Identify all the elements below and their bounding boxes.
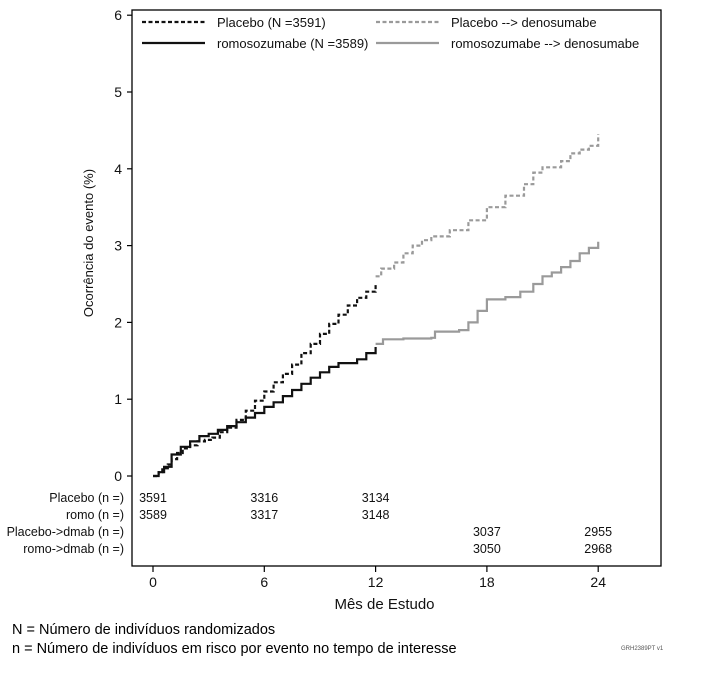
at-risk-value: 3591 <box>139 491 167 505</box>
at-risk-value: 3037 <box>473 525 501 539</box>
y-tick-label: 1 <box>114 391 122 407</box>
at-risk-value: 3316 <box>250 491 278 505</box>
at-risk-value: 3317 <box>250 508 278 522</box>
legend-label: romosozumabe (N =3589) <box>217 36 368 51</box>
at-risk-value: 3589 <box>139 508 167 522</box>
at-risk-value: 3148 <box>362 508 390 522</box>
y-tick-label: 3 <box>114 238 122 254</box>
figure-code: GRH2389PT v1 <box>621 646 664 652</box>
footnote-n-at-risk: n = Número de indivíduos em risco por ev… <box>12 641 457 657</box>
at-risk-row-label: Placebo->dmab (n =) <box>7 525 124 539</box>
at-risk-value: 3134 <box>362 491 390 505</box>
y-tick-label: 0 <box>114 468 122 484</box>
at-risk-value: 2955 <box>584 525 612 539</box>
y-tick-label: 2 <box>114 314 122 330</box>
x-tick-label: 24 <box>590 574 606 590</box>
at-risk-row-label: romo (n =) <box>66 508 124 522</box>
at-risk-value: 2968 <box>584 542 612 556</box>
x-tick-label: 6 <box>260 574 268 590</box>
legend-label: romosozumabe --> denosumabe <box>451 36 639 51</box>
series-line-3 <box>153 347 377 478</box>
footnote-n-randomized: N = Número de indivíduos randomizados <box>12 622 276 638</box>
x-tick-label: 12 <box>368 574 384 590</box>
y-tick-label: 5 <box>114 84 122 100</box>
series-line-2 <box>375 134 600 278</box>
y-tick-label: 6 <box>114 7 122 23</box>
x-tick-label: 18 <box>479 574 495 590</box>
at-risk-row-label: romo->dmab (n =) <box>23 542 124 556</box>
at-risk-row-label: Placebo (n =) <box>49 491 124 505</box>
x-tick-label: 0 <box>149 574 157 590</box>
plot-frame <box>131 9 662 567</box>
y-axis-label: Ocorrência do evento (%) <box>81 169 96 317</box>
legend-label: Placebo --> denosumabe <box>451 15 597 30</box>
x-axis-label: Mês de Estudo <box>334 596 434 613</box>
y-tick-label: 4 <box>114 161 122 177</box>
legend-label: Placebo (N =3591) <box>217 15 326 30</box>
at-risk-value: 3050 <box>473 542 501 556</box>
series-line-4 <box>375 241 600 345</box>
series-line-1 <box>153 284 377 478</box>
